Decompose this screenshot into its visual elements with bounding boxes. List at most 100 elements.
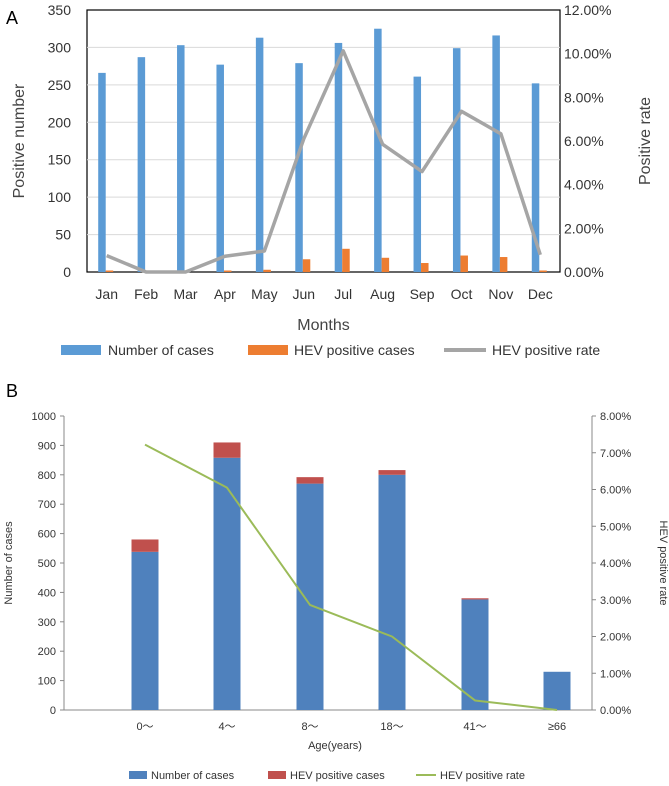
panel-b-bar-cases xyxy=(213,457,241,710)
panel-a-y-axis-title: Positive number xyxy=(11,83,28,198)
panel-b-legend-swatch-cases xyxy=(129,771,147,779)
panel-b-bar-positive xyxy=(296,477,324,484)
panel-b-y-tick-label: 400 xyxy=(38,587,56,599)
panel-a-x-tick-label: Jun xyxy=(293,286,316,302)
panel-a-bar-positive xyxy=(539,270,547,272)
panel-a-x-tick-label: Feb xyxy=(134,286,158,302)
panel-b-bar-cases xyxy=(296,483,324,710)
panel-a-bar-cases xyxy=(137,57,146,272)
panel-b-label: B xyxy=(6,381,18,401)
panel-b-y-tick-label: 300 xyxy=(38,617,56,629)
panel-b-y-tick-label: 500 xyxy=(38,558,56,570)
panel-b-y-tick-label: 800 xyxy=(38,470,56,482)
panel-b-y2-axis-title: HEV positive rate xyxy=(657,521,669,606)
panel-b-legend-label-positive: HEV positive cases xyxy=(290,770,385,782)
panel-a-y2-tick-label: 6.00% xyxy=(564,133,604,149)
panel-b-y2-tick-label: 1.00% xyxy=(600,668,631,680)
panel-a-bar-cases xyxy=(334,42,343,273)
panel-a-bar-positive xyxy=(342,248,350,272)
panel-b-bar-cases xyxy=(543,671,571,710)
panel-a-x-tick-label: Oct xyxy=(451,286,473,302)
panel-a-x-tick-label: Sep xyxy=(410,286,435,302)
panel-b-x-tick-label: 41～ xyxy=(463,721,486,733)
panel-a-plot-frame xyxy=(86,9,561,273)
panel-a-x-tick-label: Jul xyxy=(334,286,352,302)
panel-a-y-tick-label: 100 xyxy=(48,189,72,205)
panel-a-y-tick-label: 200 xyxy=(48,114,72,130)
panel-b-y-tick-label: 700 xyxy=(38,499,56,511)
panel-a-bar-positive xyxy=(105,270,114,272)
panel-b-y2-tick-label: 6.00% xyxy=(600,485,631,497)
panel-b-x-tick-label: 4～ xyxy=(218,721,235,733)
panel-a-y-tick-label: 350 xyxy=(48,2,72,18)
panel-b-y-tick-label: 1000 xyxy=(32,411,56,423)
panel-a-bar-cases xyxy=(255,37,264,272)
panel-a-x-tick-label: Nov xyxy=(488,286,513,302)
panel-a-bar-cases xyxy=(295,63,303,272)
panel-b-x-tick-label: ≥66 xyxy=(548,721,566,733)
panel-b-y2-tick-label: 7.00% xyxy=(600,448,631,460)
panel-b-y-tick-label: 200 xyxy=(38,646,56,658)
panel-b-bar-cases xyxy=(378,474,406,710)
panel-b-y2-tick-label: 8.00% xyxy=(600,411,631,423)
panel-a-bar-cases xyxy=(177,45,185,272)
panel-b-y-axis-title: Number of cases xyxy=(3,521,15,605)
panel-a-x-tick-label: May xyxy=(251,286,277,302)
panel-a-x-tick-label: Jan xyxy=(95,286,118,302)
panel-a-legend-swatch-cases xyxy=(61,345,101,355)
panel-a-y-tick-label: 150 xyxy=(48,152,72,168)
panel-a-bar-positive xyxy=(302,259,311,272)
panel-a-y2-tick-label: 10.00% xyxy=(564,46,611,62)
panel-a-legend-label-cases: Number of cases xyxy=(108,342,214,358)
panel-a-bar-cases xyxy=(531,83,540,272)
panel-a-bar-positive xyxy=(460,255,468,272)
panel-a-rate-line xyxy=(106,49,542,274)
panel-a-label: A xyxy=(6,8,18,28)
panel-a-y2-tick-label: 12.00% xyxy=(564,2,611,18)
panel-b-x-tick-label: 8～ xyxy=(301,721,318,733)
panel-a-bar-cases xyxy=(216,64,224,272)
panel-b-y2-tick-label: 0.00% xyxy=(600,705,631,717)
panel-a-y-tick-label: 250 xyxy=(48,77,72,93)
panel-b-rate-line xyxy=(144,443,558,711)
panel-a-bar-cases xyxy=(413,76,422,272)
panel-a-y-tick-label: 50 xyxy=(55,227,71,243)
panel-a-y-tick-label: 0 xyxy=(63,264,71,280)
panel-a-bar-cases xyxy=(98,72,106,272)
panel-b-bar-positive xyxy=(378,470,406,475)
panel-b-legend-label-rate: HEV positive rate xyxy=(440,770,525,782)
panel-b-y-tick-label: 100 xyxy=(38,676,56,688)
panel-a-bar-positive xyxy=(421,263,429,272)
panel-a-bar-positive xyxy=(263,269,271,272)
panel-a-bar-cases xyxy=(452,48,461,273)
panel-b-bar-positive xyxy=(131,539,159,552)
panel-a-x-tick-label: Dec xyxy=(528,286,553,302)
panel-a-x-tick-label: Aug xyxy=(370,286,395,302)
panel-b-bar-positive xyxy=(461,598,489,600)
panel-b-y2-tick-label: 4.00% xyxy=(600,558,631,570)
panel-a-y2-axis-title: Positive rate xyxy=(637,97,654,185)
panel-b-y2-tick-label: 5.00% xyxy=(600,521,631,533)
panel-a-bar-positive xyxy=(499,257,508,272)
panel-a-y2-tick-label: 4.00% xyxy=(564,177,604,193)
panel-a-x-tick-label: Apr xyxy=(214,286,236,302)
panel-b-bar-cases xyxy=(461,599,489,710)
panel-a-legend-swatch-positive xyxy=(248,345,288,355)
panel-a-y2-tick-label: 0.00% xyxy=(564,264,604,280)
panel-b-x-tick-label: 18～ xyxy=(380,721,403,733)
panel-a-bar-positive xyxy=(381,257,390,272)
panel-a-bar-cases xyxy=(492,35,500,272)
panel-a-legend-label-rate: HEV positive rate xyxy=(492,342,600,358)
panel-b-x-axis-title: Age(years) xyxy=(308,740,362,752)
panel-b-legend-swatch-positive xyxy=(268,771,286,779)
panel-b-y-tick-label: 900 xyxy=(38,440,56,452)
panel-a-legend-label-positive: HEV positive cases xyxy=(294,342,415,358)
panel-a-y2-tick-label: 2.00% xyxy=(564,220,604,236)
panel-a-y2-tick-label: 8.00% xyxy=(564,89,604,105)
panel-b-bar-cases xyxy=(131,551,159,710)
panel-a-x-axis-title: Months xyxy=(297,317,349,334)
panel-a-bar-cases xyxy=(374,28,382,273)
panel-a-y-tick-label: 300 xyxy=(48,39,72,55)
